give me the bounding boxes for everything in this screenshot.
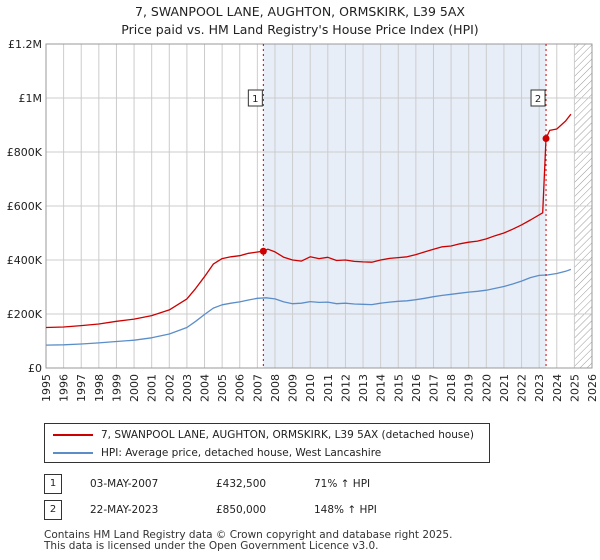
y-tick-label: £400K: [7, 254, 43, 267]
x-tick-label: 2025: [568, 374, 581, 402]
x-tick-label: 1998: [93, 374, 106, 402]
x-tick-label: 2012: [339, 374, 352, 402]
y-tick-label: £1.2M: [8, 38, 42, 51]
x-tick-label: 2014: [375, 374, 388, 402]
legend-label-hpi: HPI: Average price, detached house, West…: [101, 447, 382, 459]
x-tick-label: 2013: [357, 374, 370, 402]
plot-frame: [45, 43, 593, 369]
x-tick-label: 2023: [533, 374, 546, 402]
x-tick-label: 2001: [146, 374, 159, 402]
sale-badge: [530, 89, 546, 107]
x-tick-label: 1995: [40, 374, 53, 402]
x-tick-label: 2002: [163, 374, 176, 402]
transaction-hpi: 71% ↑ HPI: [314, 478, 371, 490]
x-tick-label: 2019: [463, 374, 476, 402]
x-tick-label: 2009: [287, 374, 300, 402]
chart-title: 7, SWANPOOL LANE, AUGHTON, ORMSKIRK, L39…: [135, 4, 465, 19]
x-tick-label: 2000: [128, 374, 141, 402]
x-tick-label: 1999: [110, 374, 123, 402]
sale-badge-label: 2: [535, 94, 541, 105]
y-tick-label: £800K: [7, 146, 43, 159]
price-chart: £0 £200K £400K £600K £800K £1M £1.2M 1995 1996 19…: [7, 38, 599, 402]
x-tick-label: 2010: [304, 374, 317, 402]
x-tick-label: 2011: [322, 374, 335, 402]
x-tick-label: 2026: [586, 374, 599, 402]
x-tick-label: 2018: [445, 374, 458, 402]
transaction-hpi: 148% ↑ HPI: [314, 504, 377, 516]
transaction-badge: 2: [44, 500, 62, 520]
x-tick-label: 2021: [498, 374, 511, 402]
x-tick-label: 1996: [58, 374, 71, 402]
chart-subtitle: Price paid vs. HM Land Registry's House …: [121, 22, 479, 37]
legend-label-property: 7, SWANPOOL LANE, AUGHTON, ORMSKIRK, L39…: [101, 429, 474, 441]
y-tick-label: £600K: [7, 200, 43, 213]
x-tick-label: 2017: [427, 374, 440, 402]
x-tick-label: 2008: [269, 374, 282, 402]
legend-swatch-property: [53, 434, 93, 436]
x-tick-label: 2020: [480, 374, 493, 402]
sale-badge: [247, 89, 263, 107]
footer: Contains HM Land Registry data © Crown c…: [44, 530, 452, 552]
legend: 7, SWANPOOL LANE, AUGHTON, ORMSKIRK, L39…: [44, 423, 490, 463]
property-price-line: [45, 113, 572, 329]
transaction-price: £850,000: [216, 504, 267, 516]
legend-swatch-hpi: [53, 452, 93, 454]
transaction-badge: 1: [44, 474, 62, 494]
transaction-price: £432,500: [216, 478, 267, 490]
x-tick-label: 2024: [551, 374, 564, 402]
x-tick-label: 2007: [251, 374, 264, 402]
x-tick-label: 2005: [216, 374, 229, 402]
transaction-date: 22-MAY-2023: [90, 504, 159, 516]
sale-point: [542, 135, 550, 142]
x-tick-label: 2022: [516, 374, 529, 402]
y-tick-label: £1M: [19, 92, 43, 105]
x-tick-label: 2015: [392, 374, 405, 402]
y-tick-label: £0: [28, 362, 42, 375]
x-tick-label: 2004: [199, 374, 212, 402]
footer-line-2: This data is licensed under the Open Gov…: [44, 540, 379, 552]
sale-badge-label: 1: [252, 94, 258, 105]
x-tick-label: 2003: [181, 374, 194, 402]
x-tick-label: 2016: [410, 374, 423, 402]
x-tick-label: 2006: [234, 374, 247, 402]
x-tick-label: 1997: [75, 374, 88, 402]
transaction-date: 03-MAY-2007: [90, 478, 159, 490]
hpi-line: [45, 268, 572, 346]
sale-point: [259, 247, 267, 255]
footer-line-1: Contains HM Land Registry data © Crown c…: [44, 529, 453, 541]
y-tick-label: £200K: [7, 308, 43, 321]
